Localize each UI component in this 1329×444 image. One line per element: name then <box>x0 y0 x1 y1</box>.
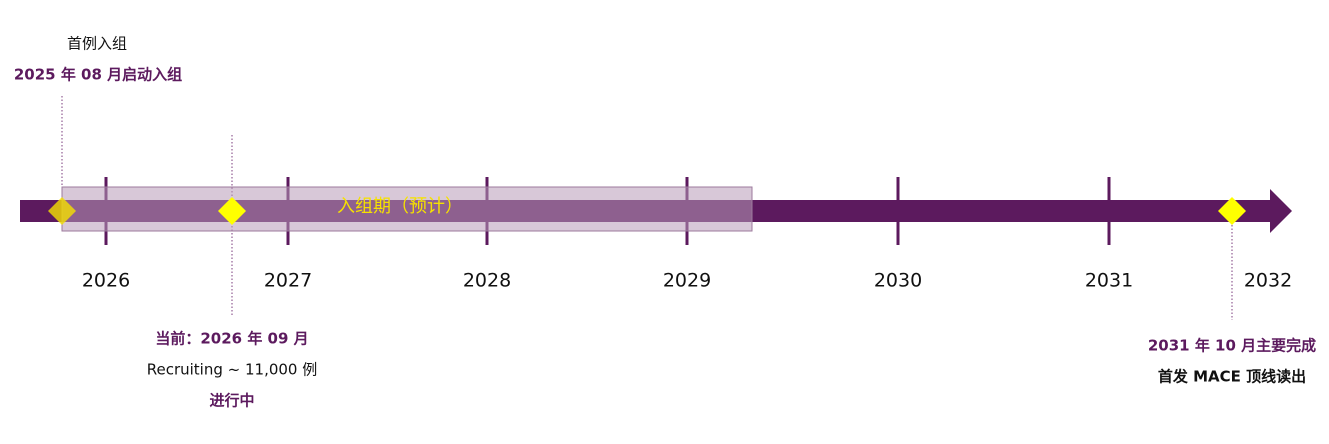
arrow-head <box>1270 189 1292 233</box>
milestone-detail: 首发 MACE 顶线读出 <box>1158 368 1306 386</box>
milestone-diamond <box>218 197 246 225</box>
enrollment-band <box>61 186 753 232</box>
milestone-diamond <box>48 197 76 225</box>
milestone-date: 当前：2026 年 09 月 <box>155 330 308 348</box>
year-label: 2027 <box>264 270 312 292</box>
milestone-detail: Recruiting ~ 11,000 例 <box>147 361 318 379</box>
year-label: 2031 <box>1085 270 1133 292</box>
year-label: 2029 <box>663 270 711 292</box>
milestone-diamond <box>1218 197 1246 225</box>
year-label: 2030 <box>874 270 922 292</box>
milestone-date: 2031 年 10 月主要完成 <box>1148 337 1316 355</box>
milestone-status: 进行中 <box>209 392 254 410</box>
band-label: 入组期（预计） <box>337 196 463 217</box>
year-label: 2032 <box>1244 270 1292 292</box>
milestone-date: 2025 年 08 月启动入组 <box>14 66 182 84</box>
year-label: 2026 <box>82 270 130 292</box>
milestone-caption: 首例入组 <box>67 35 127 53</box>
year-label: 2028 <box>463 270 511 292</box>
